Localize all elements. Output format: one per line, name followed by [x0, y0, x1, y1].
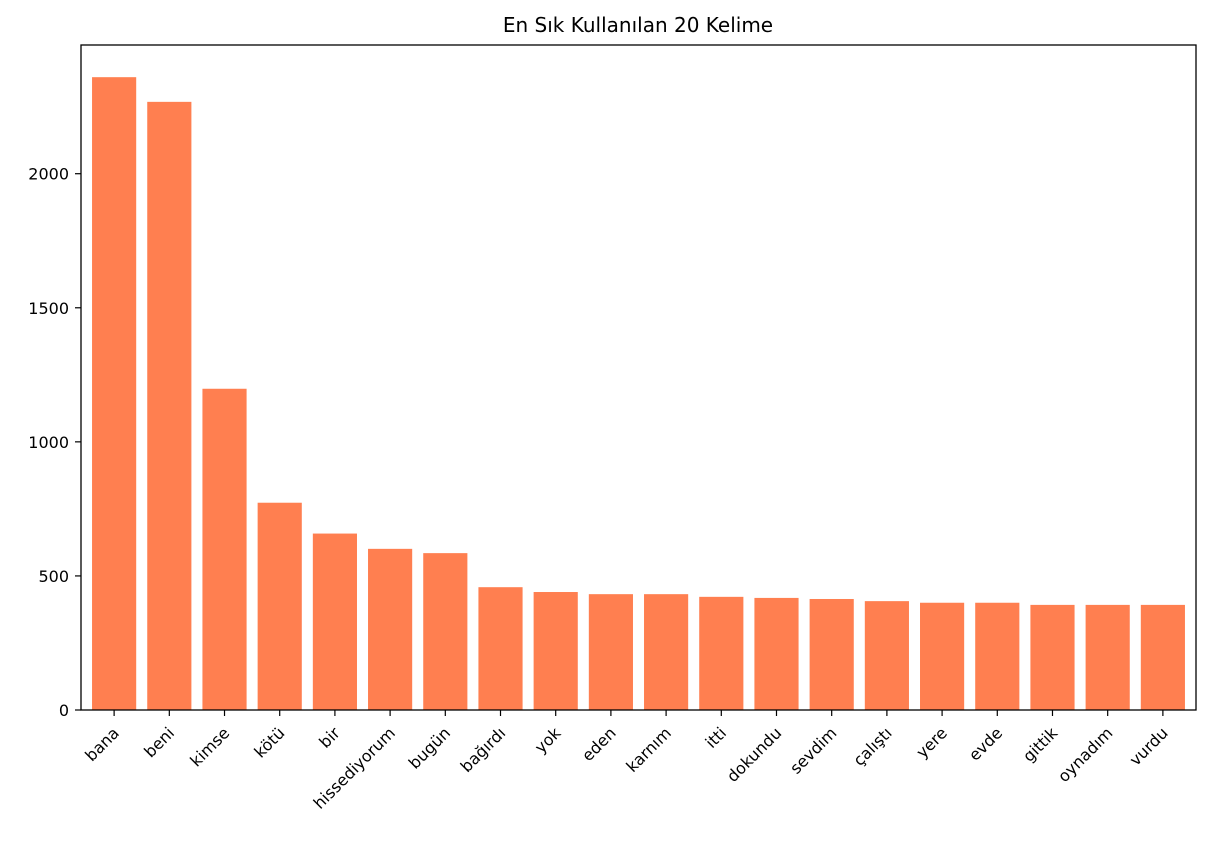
bar-itti [699, 596, 744, 710]
y-tick-label: 1000 [28, 433, 69, 452]
y-tick-label: 0 [59, 701, 69, 720]
x-tick-label: kötü [250, 723, 288, 761]
x-tick-label: çalıştı [849, 723, 895, 769]
bar-evde [975, 602, 1020, 710]
bar-çalıştı [864, 601, 909, 710]
bar-beni [147, 101, 192, 710]
plot-frame [80, 44, 1197, 711]
x-tick-label: bir [315, 723, 344, 752]
bar-karnım [644, 594, 689, 710]
y-tick-label: 2000 [28, 165, 69, 184]
x-tick-label: eden [578, 723, 620, 765]
bar-eden [588, 594, 633, 710]
bar-bir [312, 533, 357, 710]
x-tick-label: bugün [405, 723, 454, 772]
bar-yere [920, 602, 965, 710]
y-tick-label: 500 [38, 567, 69, 586]
bar-bana [92, 77, 137, 710]
x-tick-label: bana [81, 723, 123, 765]
x-tick-label: gittik [1019, 723, 1062, 766]
x-tick-label: yok [531, 723, 565, 757]
bar-bugün [423, 553, 468, 710]
bar-gittik [1030, 604, 1075, 710]
bar-bağırdı [478, 587, 523, 710]
bar-kötü [257, 502, 302, 710]
x-tick-label: kimse [186, 723, 233, 770]
bar-hissediyorum [368, 548, 413, 710]
x-tick-label: bağırdı [457, 723, 510, 776]
bar-oynadım [1085, 604, 1130, 710]
x-tick-label: karnım [622, 723, 675, 776]
bar-yok [533, 592, 578, 710]
x-tick-label: itti [702, 723, 731, 752]
x-tick-label: vurdu [1126, 723, 1172, 769]
y-tick-label: 1500 [28, 299, 69, 318]
x-tick-label: beni [140, 723, 178, 761]
bar-kimse [202, 388, 247, 710]
x-tick-label: oynadım [1054, 723, 1117, 786]
chart-title: En Sık Kullanılan 20 Kelime [503, 13, 773, 37]
bar-sevdim [809, 598, 854, 710]
x-tick-label: sevdim [786, 723, 840, 777]
x-tick-label: yere [912, 723, 950, 761]
y-axis: 0 500 1000 1500 2000 [28, 165, 81, 720]
bars-group [92, 77, 1185, 710]
x-tick-label: dokundu [723, 723, 785, 785]
x-tick-label: evde [965, 723, 1006, 764]
bar-dokundu [754, 597, 799, 710]
bar-vurdu [1140, 604, 1185, 710]
